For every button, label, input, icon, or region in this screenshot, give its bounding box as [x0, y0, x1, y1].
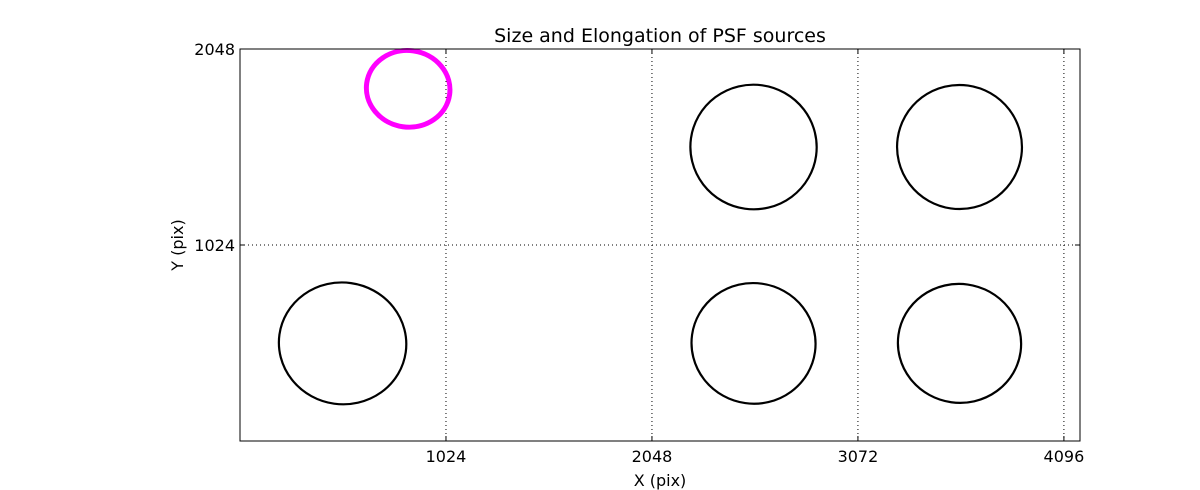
y-axis-label: Y (pix): [168, 219, 187, 271]
grid-lines: [240, 49, 1080, 441]
psf-ellipse: [895, 83, 1024, 211]
psf-ellipse: [277, 281, 408, 406]
chart-title: Size and Elongation of PSF sources: [494, 25, 826, 47]
x-tick-label: 4096: [1044, 447, 1085, 466]
axis-ticks: 1024 2048 3072 4096 1024 2048: [194, 40, 1084, 466]
psf-ellipse: [690, 281, 817, 405]
psf-ellipse: [896, 282, 1023, 404]
y-tick-label: 2048: [194, 40, 235, 59]
psf-ellipse: [689, 83, 818, 211]
x-tick-label: 3072: [838, 447, 879, 466]
y-tick-label: 1024: [194, 236, 235, 255]
x-tick-label: 1024: [426, 447, 467, 466]
psf-ellipse-highlighted: [363, 47, 453, 130]
x-axis-label: X (pix): [634, 471, 687, 490]
ellipse-markers: [277, 47, 1024, 406]
x-tick-label: 2048: [632, 447, 673, 466]
